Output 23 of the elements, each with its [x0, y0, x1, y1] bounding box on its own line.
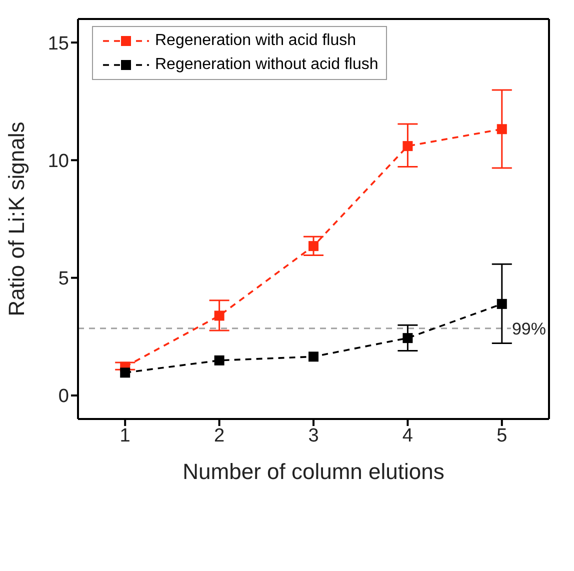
y-tick-label: 0 — [58, 386, 69, 408]
point — [214, 355, 224, 366]
point — [308, 241, 318, 252]
legend-label: Regeneration without acid flush — [155, 55, 378, 75]
point — [402, 141, 413, 152]
annotation: 99% — [512, 319, 546, 338]
x-tick-label: 5 — [496, 425, 508, 446]
point — [496, 298, 507, 309]
point — [308, 352, 318, 362]
point — [496, 124, 507, 134]
y-tick-label: 15 — [48, 33, 69, 54]
x-tick-label: 1 — [120, 425, 130, 446]
point — [214, 310, 224, 321]
x-tick-label: 4 — [402, 425, 414, 446]
x-tick-label: 3 — [308, 425, 319, 446]
y-tick-label: 10 — [48, 150, 69, 172]
legend-label: Regeneration with acid flush — [155, 31, 356, 51]
y-axis-title: Ratio of Li:K signals — [4, 122, 29, 316]
x-tick-label: 2 — [214, 425, 225, 446]
point — [120, 368, 130, 378]
point — [402, 333, 413, 344]
x-axis-title: Number of column elutions — [182, 459, 444, 484]
y-tick-label: 5 — [58, 268, 69, 290]
